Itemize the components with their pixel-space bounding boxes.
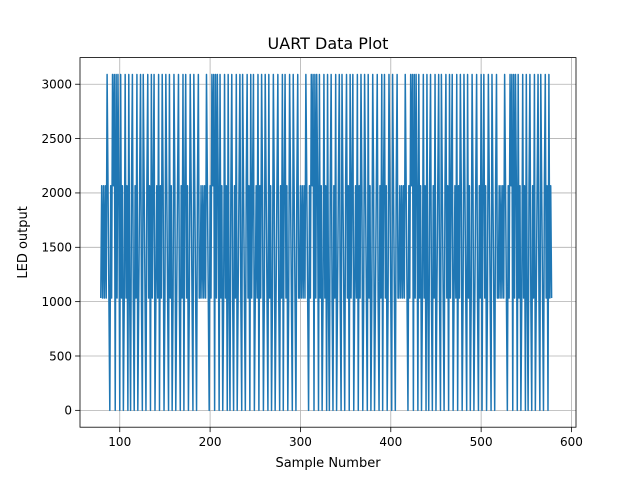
y-tick-label: 500 <box>49 349 72 363</box>
chart-title: UART Data Plot <box>268 34 389 53</box>
y-tick-label: 3000 <box>41 78 72 92</box>
y-axis-label: LED output <box>16 206 31 278</box>
x-tick-label: 100 <box>108 435 131 449</box>
y-tick-label: 2500 <box>41 132 72 146</box>
x-tick-label: 300 <box>289 435 312 449</box>
y-tick-label: 1500 <box>41 241 72 255</box>
x-tick-label: 500 <box>470 435 493 449</box>
tick-layer: 100 200 300 400 500 600 0 500 1000 1500 2000 2500 30… <box>41 78 582 450</box>
y-tick-label: 1000 <box>41 295 72 309</box>
x-tick-label: 600 <box>560 435 583 449</box>
series-layer <box>100 73 553 412</box>
x-axis-label: Sample Number <box>275 456 381 471</box>
series-line-0 <box>100 73 553 412</box>
x-tick-label: 200 <box>199 435 222 449</box>
x-tick-label: 400 <box>379 435 402 449</box>
y-tick-label: 0 <box>64 404 72 418</box>
axes-frame <box>79 57 577 428</box>
y-tick-label: 2000 <box>41 186 72 200</box>
